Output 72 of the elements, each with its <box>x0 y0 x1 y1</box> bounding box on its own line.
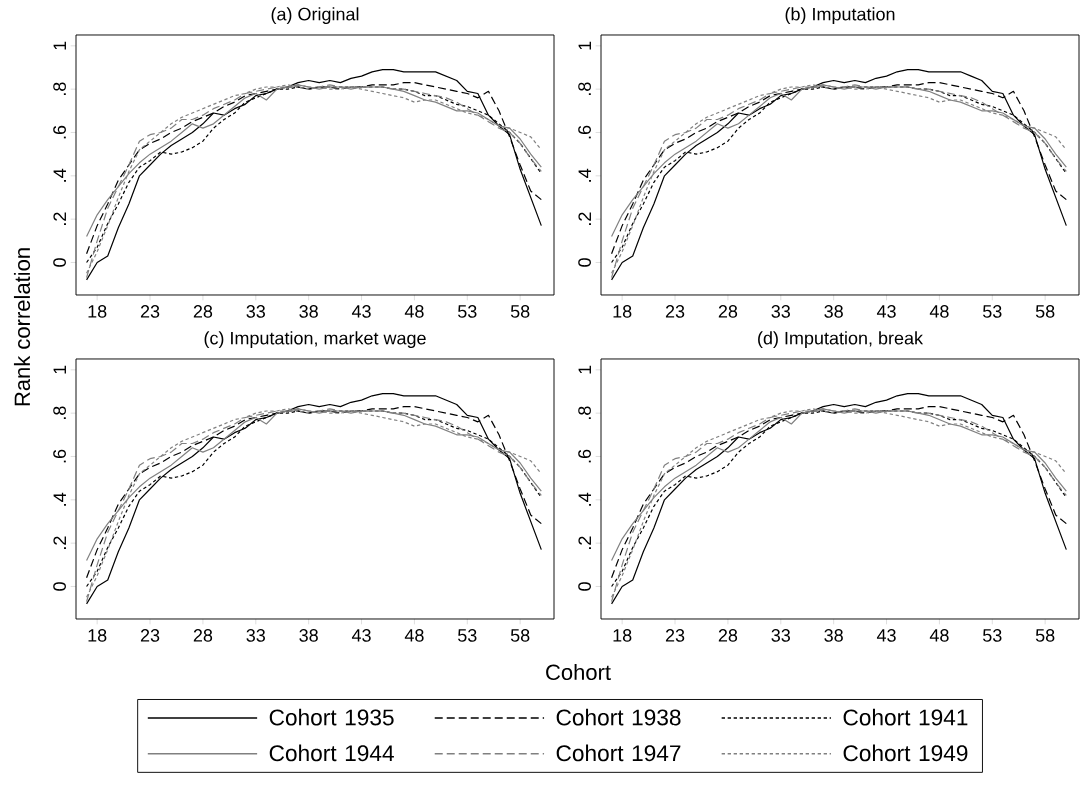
y-tick-label: .4 <box>578 492 591 506</box>
x-tick-label: 28 <box>193 305 213 318</box>
x-tick-label: 28 <box>718 629 738 642</box>
y-tick-label: .8 <box>53 82 66 96</box>
y-tick-label: .4 <box>578 168 591 182</box>
x-tick-label: 48 <box>404 305 424 318</box>
chart-title: (a) Original <box>271 7 359 25</box>
y-tick-label: .4 <box>53 492 66 506</box>
y-tick-label: .2 <box>53 212 66 226</box>
y-tick-label: .2 <box>53 536 66 549</box>
chart-title: (c) Imputation, market wage <box>204 331 426 349</box>
x-tick-label: 43 <box>351 629 371 642</box>
legend-label: Cohort 1935 <box>269 708 394 726</box>
x-tick-label: 53 <box>457 305 477 318</box>
chart-title: (b) Imputation <box>785 7 895 25</box>
x-tick-label: 18 <box>88 629 107 642</box>
legend-label: Cohort 1947 <box>556 744 681 762</box>
y-tick-label: 0 <box>53 258 66 267</box>
x-tick-label: 48 <box>929 305 949 318</box>
y-tick-label: .6 <box>53 125 66 139</box>
y-tick-label: .6 <box>53 449 66 463</box>
x-tick-label: 38 <box>824 629 843 642</box>
y-tick-label: .2 <box>578 212 591 225</box>
x-tick-label: 33 <box>246 629 265 642</box>
x-tick-label: 33 <box>771 305 790 318</box>
x-tick-label: 43 <box>876 305 896 318</box>
legend-label: Cohort 1941 <box>843 708 968 726</box>
y-tick-label: 1 <box>53 365 66 374</box>
x-tick-label: 33 <box>246 305 265 318</box>
x-tick-label: 48 <box>404 629 424 642</box>
x-tick-label: 23 <box>665 305 685 318</box>
y-tick-label: 0 <box>578 582 591 591</box>
x-tick-label: 58 <box>1035 629 1055 642</box>
x-tick-label: 18 <box>88 305 107 318</box>
x-tick-label: 43 <box>351 305 371 318</box>
x-tick-label: 58 <box>510 629 530 642</box>
x-tick-label: 53 <box>982 305 1002 318</box>
y-tick-label: 1 <box>578 41 591 50</box>
x-tick-label: 18 <box>613 629 632 642</box>
x-tick-label: 48 <box>929 629 949 642</box>
x-tick-label: 23 <box>665 629 685 642</box>
x-tick-label: 23 <box>140 305 160 318</box>
legend-label: Cohort 1949 <box>843 744 968 762</box>
y-axis-title: Rank correlation <box>13 248 31 406</box>
y-tick-label: .6 <box>578 449 591 463</box>
x-tick-label: 38 <box>824 305 843 318</box>
x-axis-title: Cohort <box>546 663 611 681</box>
x-tick-label: 28 <box>718 305 738 318</box>
legend-label: Cohort 1938 <box>556 708 681 726</box>
legend-label: Cohort 1944 <box>269 744 394 762</box>
x-tick-label: 28 <box>193 629 213 642</box>
x-tick-label: 38 <box>299 305 318 318</box>
y-tick-label: .8 <box>578 406 591 419</box>
x-tick-label: 43 <box>876 629 896 642</box>
y-tick-label: 1 <box>53 41 66 50</box>
x-tick-label: 23 <box>140 629 160 642</box>
x-tick-label: 18 <box>613 305 632 318</box>
x-tick-label: 53 <box>982 629 1002 642</box>
y-tick-label: .8 <box>53 406 66 419</box>
y-tick-label: .8 <box>578 82 591 95</box>
x-tick-label: 38 <box>299 629 318 642</box>
chart-title: (d) Imputation, break <box>758 331 924 349</box>
x-tick-label: 53 <box>457 629 477 642</box>
x-tick-label: 58 <box>1035 305 1055 318</box>
y-tick-label: 0 <box>578 258 591 267</box>
y-tick-label: .4 <box>53 168 66 182</box>
y-tick-label: .6 <box>578 125 591 139</box>
y-tick-label: 0 <box>53 582 66 591</box>
x-tick-label: 33 <box>771 629 790 642</box>
y-tick-label: .2 <box>578 536 591 549</box>
y-tick-label: 1 <box>578 365 591 374</box>
x-tick-label: 58 <box>510 305 530 318</box>
